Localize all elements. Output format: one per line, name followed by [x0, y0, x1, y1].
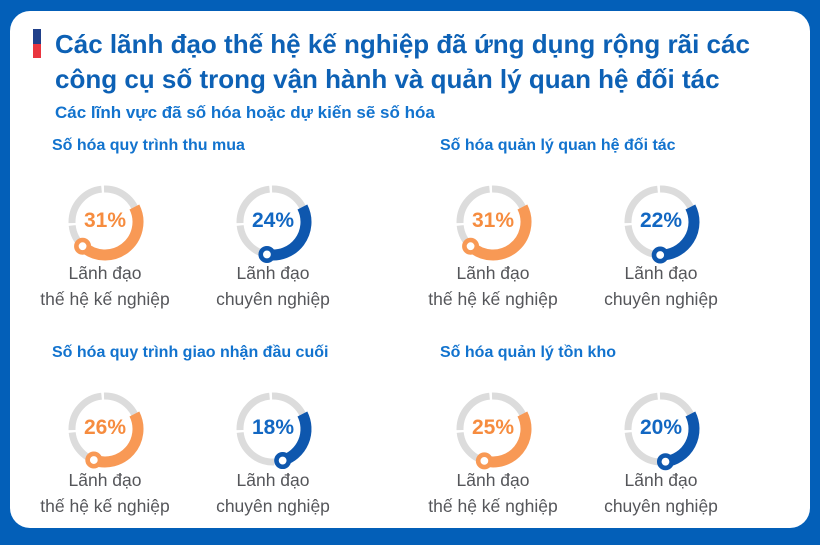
section-inventory-management: Số hóa quản lý tồn kho 25% Lãnh đạo thế … — [418, 343, 796, 543]
donut-gauge — [624, 392, 700, 471]
charts-row: 31% Lãnh đạo thế hệ kế nghiệp 22% Lãnh đ… — [418, 178, 796, 328]
donut-gauge — [236, 185, 312, 263]
donut-label: Lãnh đạo chuyên nghiệp — [198, 260, 348, 312]
section-procurement: Số hóa quy trình thu mua 31% Lãnh đạo th… — [30, 136, 408, 336]
donut-gauge — [456, 185, 532, 261]
page-title: Các lãnh đạo thế hệ kế nghiệp đã ứng dụn… — [55, 27, 790, 97]
donut-gauge — [624, 185, 700, 264]
accent-bar-navy-segment — [33, 29, 41, 44]
donut-gauge — [68, 185, 144, 261]
donut-chart-successor-leaders: 31% Lãnh đạo thế hệ kế nghiệp — [30, 178, 180, 312]
donut-label-line-1: Lãnh đạo — [456, 470, 530, 490]
donut-label: Lãnh đạo thế hệ kế nghiệp — [418, 467, 568, 519]
donut-value: 31% — [83, 209, 127, 232]
infographic-card: Các lãnh đạo thế hệ kế nghiệp đã ứng dụn… — [10, 11, 810, 528]
accent-bar-red-segment — [33, 44, 41, 58]
donut-label-line-2: thế hệ kế nghiệp — [428, 289, 558, 309]
donut-value: 31% — [471, 209, 515, 232]
donut-chart-professional-leaders: 22% Lãnh đạo chuyên nghiệp — [586, 178, 736, 312]
section-heading: Số hóa quy trình thu mua — [52, 137, 245, 154]
donut-label-line-1: Lãnh đạo — [624, 470, 698, 490]
donut-value: 22% — [639, 209, 683, 232]
section-end-to-end-delivery: Số hóa quy trình giao nhận đầu cuối 26% … — [30, 343, 408, 543]
donut-label-line-1: Lãnh đạo — [624, 263, 698, 283]
section-heading: Số hóa quản lý tồn kho — [440, 344, 616, 361]
donut-label-line-2: chuyên nghiệp — [604, 289, 718, 309]
donut-gauge — [68, 392, 144, 469]
donut-label-line-1: Lãnh đạo — [68, 470, 142, 490]
page-title-line-1: Các lãnh đạo thế hệ kế nghiệp đã ứng dụn… — [55, 29, 750, 59]
donut-label: Lãnh đạo thế hệ kế nghiệp — [418, 260, 568, 312]
page-subtitle: Các lĩnh vực đã số hóa hoặc dự kiến sẽ s… — [55, 103, 435, 122]
page-title-line-2: công cụ số trong vận hành và quản lý qua… — [55, 64, 720, 94]
section-heading: Số hóa quản lý quan hệ đối tác — [440, 137, 676, 154]
donut-chart-professional-leaders: 18% Lãnh đạo chuyên nghiệp — [198, 385, 348, 519]
donut-label-line-2: chuyên nghiệp — [604, 496, 718, 516]
charts-row: 26% Lãnh đạo thế hệ kế nghiệp 18% Lãnh đ… — [30, 385, 408, 535]
donut-label: Lãnh đạo thế hệ kế nghiệp — [30, 260, 180, 312]
donut-chart-successor-leaders: 31% Lãnh đạo thế hệ kế nghiệp — [418, 178, 568, 312]
donut-value: 18% — [251, 416, 295, 439]
donut-label-line-1: Lãnh đạo — [236, 470, 310, 490]
donut-label-line-1: Lãnh đạo — [456, 263, 530, 283]
donut-chart-professional-leaders: 24% Lãnh đạo chuyên nghiệp — [198, 178, 348, 312]
donut-label: Lãnh đạo chuyên nghiệp — [586, 467, 736, 519]
section-partner-relations: Số hóa quản lý quan hệ đối tác 31% Lãnh … — [418, 136, 796, 336]
charts-row: 31% Lãnh đạo thế hệ kế nghiệp 24% Lãnh đ… — [30, 178, 408, 328]
section-heading: Số hóa quy trình giao nhận đầu cuối — [52, 344, 329, 361]
donut-label: Lãnh đạo thế hệ kế nghiệp — [30, 467, 180, 519]
donut-label: Lãnh đạo chuyên nghiệp — [586, 260, 736, 312]
donut-label-line-1: Lãnh đạo — [236, 263, 310, 283]
charts-row: 25% Lãnh đạo thế hệ kế nghiệp 20% Lãnh đ… — [418, 385, 796, 535]
donut-label: Lãnh đạo chuyên nghiệp — [198, 467, 348, 519]
donut-value: 24% — [251, 209, 295, 232]
donut-chart-professional-leaders: 20% Lãnh đạo chuyên nghiệp — [586, 385, 736, 519]
donut-label-line-2: thế hệ kế nghiệp — [40, 289, 170, 309]
donut-gauge — [236, 392, 312, 470]
donut-value: 20% — [639, 416, 683, 439]
donut-value: 26% — [83, 416, 127, 439]
donut-chart-successor-leaders: 25% Lãnh đạo thế hệ kế nghiệp — [418, 385, 568, 519]
donut-value: 25% — [471, 416, 515, 439]
donut-label-line-2: chuyên nghiệp — [216, 289, 330, 309]
donut-chart-successor-leaders: 26% Lãnh đạo thế hệ kế nghiệp — [30, 385, 180, 519]
donut-label-line-2: chuyên nghiệp — [216, 496, 330, 516]
donut-label-line-2: thế hệ kế nghiệp — [40, 496, 170, 516]
donut-gauge — [456, 392, 532, 470]
donut-label-line-1: Lãnh đạo — [68, 263, 142, 283]
donut-label-line-2: thế hệ kế nghiệp — [428, 496, 558, 516]
title-accent-bar — [33, 29, 41, 58]
